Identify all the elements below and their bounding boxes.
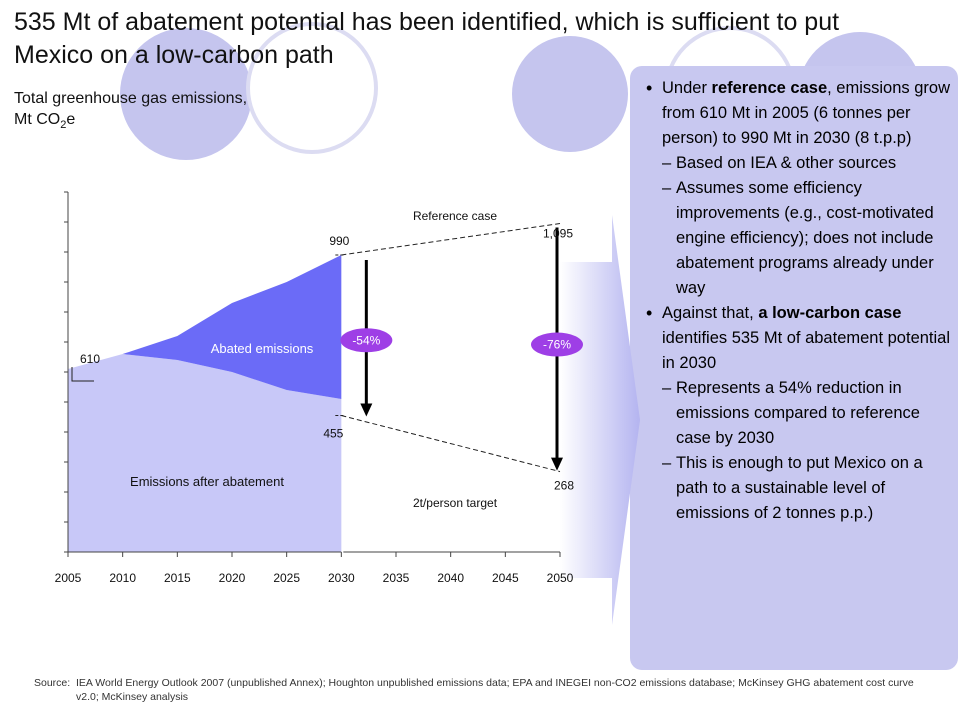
source-text: IEA World Energy Outlook 2007 (unpublish…	[76, 677, 914, 703]
chevron-arrow	[560, 215, 640, 625]
sub-bullet: – Represents a 54% reduction in emissions…	[662, 379, 920, 447]
area-abated-emissions	[68, 255, 342, 399]
x-tick-label: 2020	[219, 571, 246, 585]
sub-bullet: – Based on IEA & other sources	[662, 154, 897, 172]
sub-bullet-text: Based on IEA & other sources	[676, 154, 897, 172]
x-tick-label: 2040	[437, 571, 464, 585]
bullet-segment: a low-carbon case	[758, 304, 902, 322]
badge-2030-reduction: -54%	[352, 333, 380, 347]
source-label: Source:	[34, 677, 71, 689]
badge-2050-reduction-bg	[531, 332, 583, 357]
bullet-segment: reference case	[711, 79, 828, 97]
sub-bullet: – Assumes some efficiency improvements (e…	[662, 179, 934, 297]
target-2050-value-label: 268	[554, 479, 574, 493]
bullet-segment: identifies 535 Mt of abatement potential…	[662, 329, 951, 372]
decor-circle-1	[120, 28, 252, 160]
bullet-segment: , emissions grow from 610 Mt in 2005 (6 …	[662, 79, 950, 147]
sub-bullet-text: Represents a 54% reduction in emissions …	[676, 379, 920, 447]
bullet-1: Under reference case, emissions grow fro…	[644, 76, 954, 151]
x-tick-label: 2045	[492, 571, 519, 585]
x-tick-label: 2050	[547, 571, 574, 585]
sub-bullet-text: This is enough to put Mexico on a path t…	[676, 454, 923, 522]
sub-bullet-text: Assumes some efficiency improvements (e.…	[676, 179, 934, 297]
emissions-after-label: Emissions after abatement	[130, 474, 284, 489]
x-tick-label: 2025	[273, 571, 300, 585]
ref-2050-value-label: 1,095	[543, 227, 573, 241]
start-value-bracket	[71, 367, 94, 382]
x-tick-label: 2010	[109, 571, 136, 585]
x-tick-label: 2005	[55, 571, 82, 585]
arrow-2030-head	[360, 403, 373, 417]
ref-2030-value-label: 990	[329, 234, 349, 248]
x-tick-label: 2035	[383, 571, 410, 585]
badge-2030-reduction-bg	[340, 328, 393, 353]
bullet-segment: Under	[662, 79, 712, 97]
chart-subtitle: Total greenhouse gas emissions, Mt CO2e	[14, 88, 247, 136]
commentary-bullets: Under reference case, emissions grow fro…	[644, 76, 954, 526]
abated-emissions-label: Abated emissions	[211, 341, 314, 356]
subtitle-line: Total greenhouse gas emissions,	[14, 90, 248, 107]
bullet-2: Against that, a low-carbon case identifi…	[644, 301, 954, 376]
low-2030-value-label: 455	[323, 427, 343, 441]
start-value-label: 610	[80, 352, 100, 366]
sub-bullet: – This is enough to put Mexico on a path …	[662, 454, 923, 522]
decor-circle-3	[512, 36, 628, 152]
reference-case-line	[341, 223, 561, 256]
reference-case-label: Reference case	[413, 209, 497, 223]
bullet-segment: Against that,	[662, 304, 759, 322]
subtitle-unit: Mt CO2e	[14, 111, 76, 132]
target-line	[341, 415, 561, 473]
target-label: 2t/person target	[413, 496, 498, 510]
decor-circle-2	[246, 22, 378, 154]
area-emissions-after-abatement	[68, 354, 342, 552]
page-title: 535 Mt of abatement potential has been i…	[14, 8, 840, 69]
badge-2050-reduction: -76%	[543, 338, 571, 352]
x-tick-label: 2030	[328, 571, 355, 585]
x-tick-label: 2015	[164, 571, 191, 585]
arrow-2050-head	[551, 457, 563, 471]
